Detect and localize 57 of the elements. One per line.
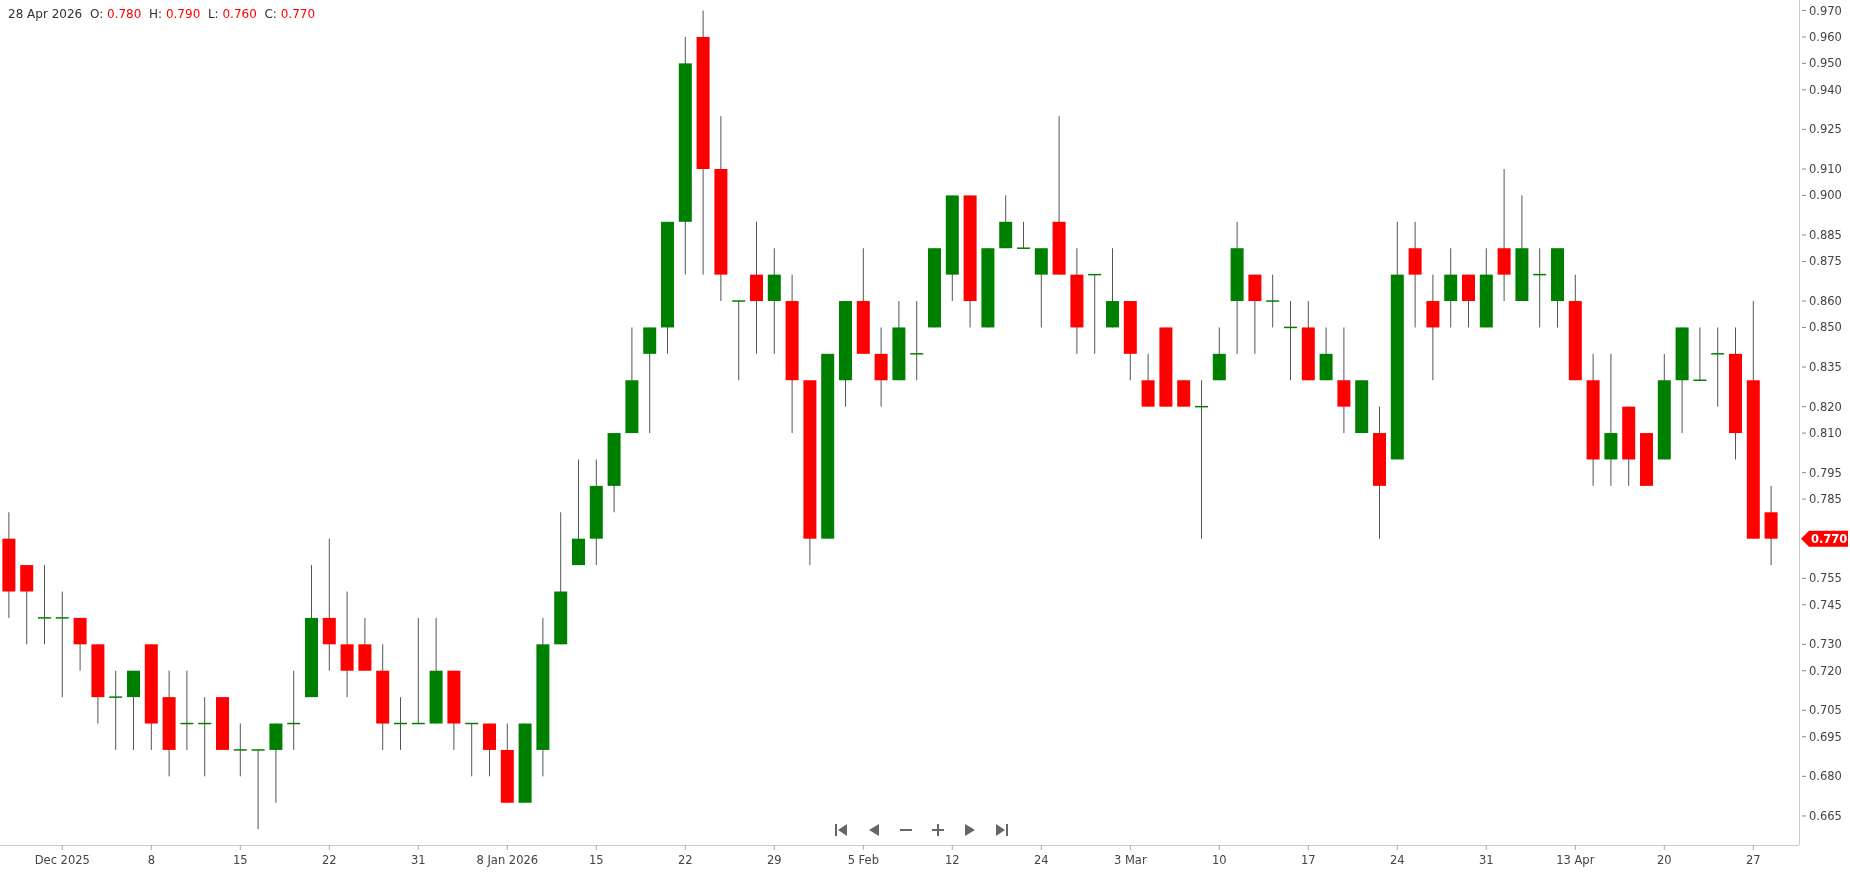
y-tick-label: 0.835 xyxy=(1809,360,1842,375)
y-tick-label: 0.820 xyxy=(1809,399,1842,414)
y-tick-label: 0.875 xyxy=(1809,254,1842,269)
chart-title: 28 Apr 2026 O: 0.780 H: 0.790 L: 0.760 C: xyxy=(8,7,277,21)
candlestick xyxy=(909,300,924,381)
candlestick xyxy=(250,749,266,830)
y-tick-label: 0.850 xyxy=(1809,320,1842,335)
y-tick-label: 0.665 xyxy=(1809,808,1842,823)
candlestick xyxy=(37,564,52,645)
candlestick xyxy=(1265,274,1280,328)
annotation: 0.770 xyxy=(280,7,316,21)
x-tick-label: 3 Mar xyxy=(1113,853,1147,867)
y-tick-label: 0.720 xyxy=(1809,663,1842,678)
x-tick-label: 15 xyxy=(232,853,248,867)
x-tick-label: 31 xyxy=(1478,853,1494,867)
candlestick xyxy=(233,723,248,777)
x-tick-label: 22 xyxy=(321,853,337,867)
x-tick-label: 15 xyxy=(588,853,604,867)
y-tick-label: 0.695 xyxy=(1809,729,1842,744)
y-tick-label: 0.680 xyxy=(1809,769,1842,784)
x-tick-label: 10 xyxy=(1211,853,1227,867)
text: 0.770 xyxy=(1811,531,1848,546)
x-tick-label: 8 Jan 2026 xyxy=(476,853,539,867)
x-tick-label: 27 xyxy=(1745,853,1761,867)
y-tick-label: 0.755 xyxy=(1809,571,1842,586)
x-tick-label: Dec 2025 xyxy=(34,853,90,867)
x-tick-label: 24 xyxy=(1033,853,1049,867)
x-tick-label: 8 xyxy=(147,853,155,867)
y-tick-label: 0.860 xyxy=(1809,294,1842,309)
x-tick-label: 22 xyxy=(677,853,693,867)
candlestick xyxy=(108,670,123,751)
y-tick-label: 0.900 xyxy=(1809,188,1842,203)
y-tick-label: 0.910 xyxy=(1809,162,1842,177)
x-tick-label: 29 xyxy=(766,853,782,867)
x-tick-label: 31 xyxy=(410,853,426,867)
candlestick xyxy=(1016,221,1031,249)
y-tick-label: 0.810 xyxy=(1809,426,1842,441)
y-tick-label: 0.795 xyxy=(1809,465,1842,480)
y-tick-label: 0.705 xyxy=(1809,703,1842,718)
y-tick-label: 0.785 xyxy=(1809,492,1842,507)
y-tick-label: 0.970 xyxy=(1809,3,1842,18)
y-tick-label: 0.950 xyxy=(1809,56,1842,71)
x-tick-label: 17 xyxy=(1300,853,1316,867)
candlestick xyxy=(731,300,746,381)
candlestick xyxy=(55,591,70,698)
x-tick-label: 24 xyxy=(1389,853,1405,867)
y-tick-label: 0.940 xyxy=(1809,82,1842,97)
y-tick-label: 0.960 xyxy=(1809,29,1842,44)
x-tick-label: 13 Apr xyxy=(1556,853,1595,867)
y-tick-label: 0.885 xyxy=(1809,228,1842,243)
y-tick-label: 0.925 xyxy=(1809,122,1842,137)
x-tick-label: 20 xyxy=(1656,853,1672,867)
x-tick-label: 12 xyxy=(944,853,960,867)
y-tick-label: 0.730 xyxy=(1809,637,1842,652)
x-tick-label: 5 Feb xyxy=(847,853,879,867)
y-tick-label: 0.745 xyxy=(1809,597,1842,612)
candlestick xyxy=(1710,326,1725,408)
